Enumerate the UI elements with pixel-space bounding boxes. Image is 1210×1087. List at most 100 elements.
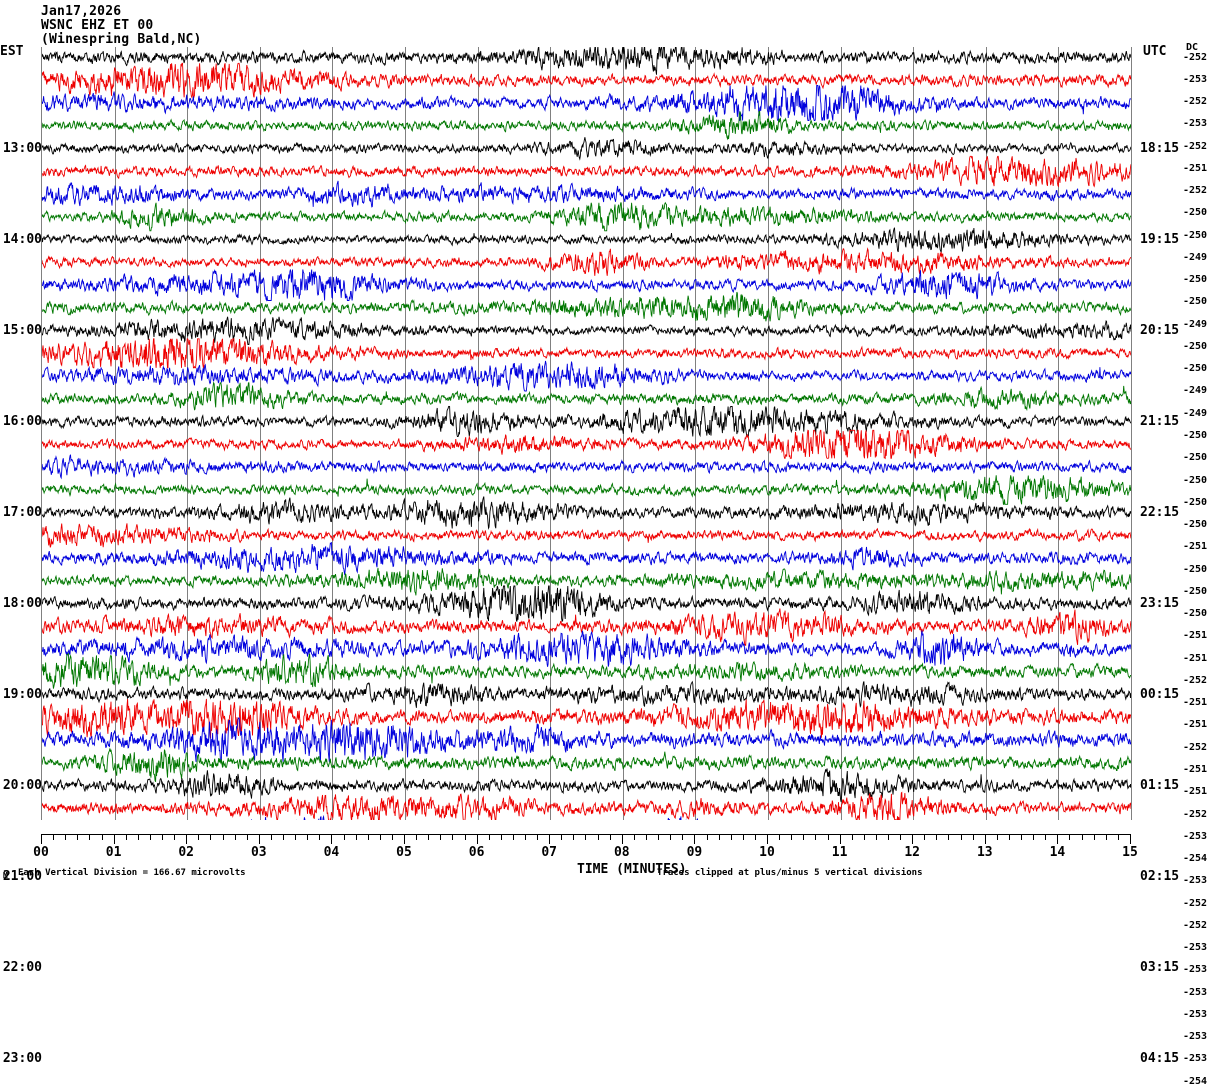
dc-value: -252 <box>1183 185 1208 197</box>
x-tick-major <box>41 834 42 844</box>
left-time-label-1300: 13:00 <box>2 140 42 156</box>
right-time-label-2115: 21:15 <box>1140 413 1180 429</box>
x-tick-minor <box>573 834 574 840</box>
gridline-minute-04 <box>332 47 333 820</box>
x-tick-minor <box>174 834 175 840</box>
trace-blue <box>42 542 1131 576</box>
x-tick-minor <box>283 834 284 840</box>
x-tick-minor <box>598 834 599 840</box>
x-tick-minor <box>1118 834 1119 840</box>
trace-black <box>42 585 1131 622</box>
dc-value: -250 <box>1183 519 1208 531</box>
left-time-label-1800: 18:00 <box>2 595 42 611</box>
left-time-label-2200: 22:00 <box>2 959 42 975</box>
x-tick-minor <box>271 834 272 840</box>
dc-value: -252 <box>1183 140 1208 152</box>
dc-value: -250 <box>1183 608 1208 620</box>
x-tick-minor <box>126 834 127 840</box>
x-axis <box>41 820 1131 844</box>
right-time-label-1815: 18:15 <box>1140 140 1180 156</box>
seismogram-plot-area <box>41 47 1132 820</box>
left-time-label-1700: 17:00 <box>2 504 42 520</box>
x-tick-major <box>1130 834 1131 844</box>
x-tick-minor <box>198 834 199 840</box>
x-tick-minor <box>77 834 78 840</box>
x-tick-major <box>767 834 768 844</box>
gridline-minute-09 <box>695 47 696 820</box>
x-tick-minor <box>779 834 780 840</box>
dc-value: -249 <box>1183 385 1208 397</box>
trace-blue <box>42 180 1131 208</box>
right-time-label-1915: 19:15 <box>1140 231 1180 247</box>
dc-value: -252 <box>1183 51 1208 63</box>
trace-blue <box>42 85 1131 122</box>
dc-column-header: DC <box>1186 42 1199 53</box>
dc-value: -250 <box>1183 340 1208 352</box>
x-tick-minor <box>162 834 163 840</box>
dc-value: -250 <box>1183 430 1208 442</box>
trace-red <box>42 247 1131 276</box>
dc-value: -252 <box>1183 808 1208 820</box>
gridline-minute-06 <box>478 47 479 820</box>
x-tick-minor <box>1045 834 1046 840</box>
gridline-minute-03 <box>260 47 261 820</box>
x-tick-minor <box>65 834 66 840</box>
trace-red <box>42 791 1131 820</box>
trace-blue <box>42 360 1131 392</box>
trace-red <box>42 338 1131 369</box>
dc-value: -249 <box>1183 318 1208 330</box>
trace-black <box>42 47 1131 75</box>
x-axis-label-14: 14 <box>1049 845 1066 860</box>
right-time-label-0115: 01:15 <box>1140 777 1180 793</box>
x-tick-major <box>622 834 623 844</box>
dc-value: -253 <box>1183 964 1208 976</box>
x-tick-major <box>259 834 260 844</box>
x-tick-minor <box>138 834 139 840</box>
x-tick-minor <box>961 834 962 840</box>
dc-value: -252 <box>1183 96 1208 108</box>
x-tick-minor <box>368 834 369 840</box>
x-tick-minor <box>828 834 829 840</box>
x-tick-minor <box>719 834 720 840</box>
x-tick-minor <box>1082 834 1083 840</box>
x-tick-minor <box>344 834 345 840</box>
dc-value: -252 <box>1183 674 1208 686</box>
right-time-label-0215: 02:15 <box>1140 868 1180 884</box>
dc-value: -250 <box>1183 363 1208 375</box>
right-timezone-label: UTC <box>1143 44 1167 59</box>
x-axis-label-00: 00 <box>33 845 49 860</box>
x-tick-major <box>549 834 550 844</box>
dc-value: -254 <box>1183 1075 1208 1087</box>
x-tick-major <box>114 834 115 844</box>
x-tick-minor <box>561 834 562 840</box>
dc-value: -249 <box>1183 407 1208 419</box>
seismogram-traces <box>42 47 1131 820</box>
dc-value: -253 <box>1183 1053 1208 1065</box>
x-tick-major <box>477 834 478 844</box>
dc-value: -254 <box>1183 853 1208 865</box>
trace-green <box>42 381 1131 412</box>
right-time-label-2015: 20:15 <box>1140 322 1180 338</box>
trace-red <box>42 523 1131 548</box>
right-time-label-2315: 23:15 <box>1140 595 1180 611</box>
x-tick-minor <box>585 834 586 840</box>
trace-green <box>42 110 1131 141</box>
right-time-label-0415: 04:15 <box>1140 1050 1180 1066</box>
dc-value: -253 <box>1183 875 1208 887</box>
left-timezone-label: EST <box>0 44 24 59</box>
x-tick-minor <box>223 834 224 840</box>
dc-value: -250 <box>1183 496 1208 508</box>
dc-value: -253 <box>1183 1008 1208 1020</box>
gridline-minute-14 <box>1058 47 1059 820</box>
x-tick-minor <box>670 834 671 840</box>
x-tick-minor <box>525 834 526 840</box>
x-tick-minor <box>501 834 502 840</box>
gridline-minute-02 <box>187 47 188 820</box>
header-station: WSNC EHZ ET 00 <box>41 18 154 33</box>
x-tick-major <box>985 834 986 844</box>
dc-value: -253 <box>1183 118 1208 130</box>
trace-red <box>42 155 1131 188</box>
x-tick-minor <box>513 834 514 840</box>
x-axis-label-03: 03 <box>250 845 267 860</box>
left-time-label-2100: 21:00 <box>2 868 42 884</box>
